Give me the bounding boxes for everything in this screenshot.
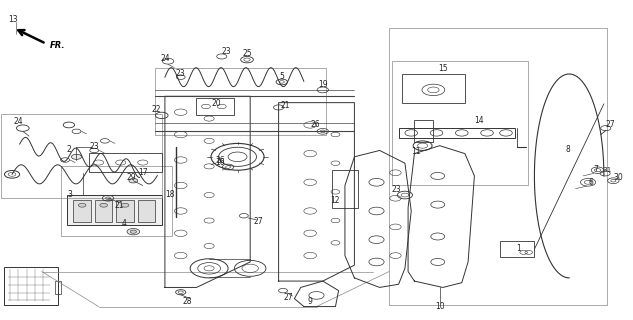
Text: 9: 9 <box>308 297 313 306</box>
Circle shape <box>127 228 140 235</box>
Text: 26: 26 <box>310 120 320 129</box>
Bar <box>61 166 172 236</box>
Bar <box>138 200 156 222</box>
Bar <box>389 28 607 305</box>
Bar <box>89 153 162 172</box>
Text: 3: 3 <box>68 190 73 199</box>
Bar <box>1 114 162 198</box>
Text: 21: 21 <box>115 201 124 210</box>
Text: 26: 26 <box>216 156 225 164</box>
Text: 23: 23 <box>176 68 185 77</box>
Text: 28: 28 <box>183 297 192 306</box>
Text: 6: 6 <box>589 178 594 187</box>
Text: 24: 24 <box>13 117 23 126</box>
Text: 10: 10 <box>435 302 444 311</box>
Circle shape <box>72 154 82 159</box>
Circle shape <box>78 203 86 207</box>
Text: 22: 22 <box>151 105 161 114</box>
Bar <box>499 241 534 257</box>
Circle shape <box>100 203 108 207</box>
Text: 1: 1 <box>517 244 521 253</box>
Text: 27: 27 <box>605 120 615 129</box>
Text: 12: 12 <box>330 196 340 205</box>
Text: 25: 25 <box>242 49 252 59</box>
Bar <box>392 61 528 186</box>
Bar <box>415 120 434 142</box>
Text: 24: 24 <box>160 53 170 62</box>
Bar <box>116 200 134 222</box>
Text: 31: 31 <box>603 167 611 173</box>
Bar <box>156 68 326 134</box>
Circle shape <box>130 230 137 233</box>
Bar <box>332 170 358 208</box>
Bar <box>55 281 61 294</box>
Circle shape <box>122 203 129 207</box>
Text: 7: 7 <box>593 165 598 174</box>
Text: 5: 5 <box>279 72 284 81</box>
Bar <box>4 267 58 305</box>
Text: 13: 13 <box>8 15 18 24</box>
Bar <box>402 74 465 103</box>
Text: 21: 21 <box>280 101 290 110</box>
Text: 23: 23 <box>222 46 232 56</box>
Text: 17: 17 <box>138 168 147 177</box>
Text: 8: 8 <box>565 145 570 154</box>
Bar <box>73 200 91 222</box>
Text: FR.: FR. <box>50 41 65 50</box>
Text: 23: 23 <box>89 142 99 151</box>
Text: 30: 30 <box>613 173 624 182</box>
Bar <box>399 128 515 138</box>
Text: 16: 16 <box>216 158 225 167</box>
Bar <box>95 200 113 222</box>
Text: 23: 23 <box>392 185 401 194</box>
Text: 19: 19 <box>318 80 328 89</box>
Text: 29: 29 <box>127 173 136 182</box>
Bar <box>196 98 234 116</box>
Text: 15: 15 <box>438 64 448 73</box>
Text: 27: 27 <box>254 217 263 226</box>
Text: 27: 27 <box>284 293 294 302</box>
Text: 14: 14 <box>474 116 484 125</box>
Text: 4: 4 <box>122 219 127 228</box>
Text: 11: 11 <box>411 147 420 156</box>
Circle shape <box>129 179 138 183</box>
Bar <box>67 195 162 225</box>
Text: 18: 18 <box>165 189 175 199</box>
Text: 20: 20 <box>212 99 222 108</box>
Text: 2: 2 <box>66 145 72 154</box>
